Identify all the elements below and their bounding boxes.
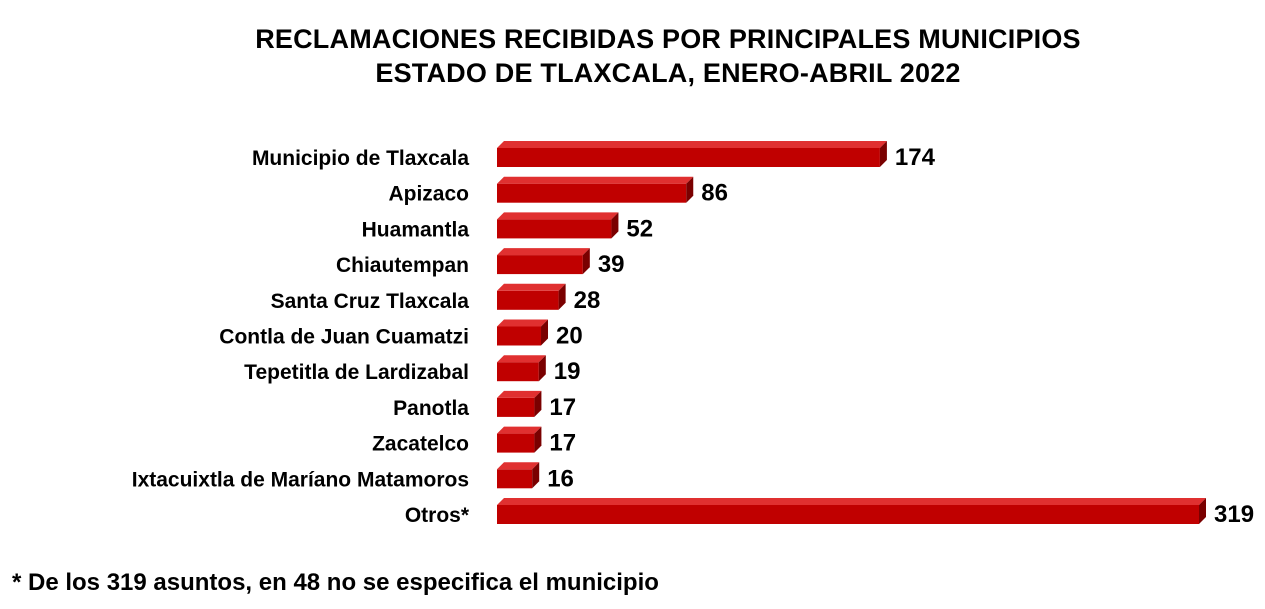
category-label: Apizaco: [388, 183, 469, 206]
value-label: 17: [549, 430, 576, 457]
bar-top: [497, 390, 542, 398]
bar-front: [497, 219, 612, 239]
bar-side: [538, 355, 546, 382]
chart-title-block: RECLAMACIONES RECIBIDAS POR PRINCIPALES …: [0, 22, 1265, 90]
bar-side: [879, 141, 887, 167]
bar-front: [497, 326, 542, 346]
bar-front: [497, 433, 535, 453]
category-label: Municipio de Tlaxcala: [252, 147, 469, 170]
chart-subtitle: ESTADO DE TLAXCALA, ENERO-ABRIL 2022: [375, 58, 961, 88]
category-label: Huamantla: [362, 218, 470, 241]
bar-front: [497, 469, 533, 489]
value-label: 17: [549, 394, 576, 421]
category-label: Tepetitla de Lardizabal: [244, 361, 469, 384]
value-label: 86: [701, 180, 728, 207]
category-label: Otros*: [405, 504, 470, 527]
bar-side: [541, 319, 549, 346]
bar-front: [497, 362, 539, 382]
category-label: Ixtacuixtla de Maríano Matamoros: [132, 468, 469, 491]
value-label: 52: [626, 215, 653, 242]
bar-front: [497, 255, 583, 275]
bar-side: [1199, 498, 1206, 524]
bar-side: [611, 212, 619, 239]
bar-top: [497, 319, 549, 327]
bar-side: [532, 462, 540, 489]
bar-top: [497, 248, 590, 256]
category-label: Zacatelco: [372, 433, 469, 456]
bar-side: [686, 176, 694, 203]
bar-top: [497, 141, 887, 148]
bar-side: [558, 283, 566, 310]
value-label: 16: [547, 465, 574, 492]
bar-top: [497, 355, 546, 363]
value-label: 20: [556, 323, 583, 350]
bar-front: [497, 505, 1199, 524]
category-label: Panotla: [393, 397, 469, 420]
footnote: * De los 319 asuntos, en 48 no se especi…: [12, 569, 659, 596]
bar-side: [534, 390, 542, 417]
value-label: 319: [1214, 501, 1254, 528]
category-label: Santa Cruz Tlaxcala: [271, 290, 470, 313]
bar-front: [497, 183, 687, 203]
bar-top: [497, 426, 542, 434]
category-label: Chiautempan: [336, 254, 469, 277]
value-label: 28: [574, 287, 601, 314]
bar-front: [497, 397, 535, 417]
bar-side: [534, 426, 542, 453]
bar-top: [497, 212, 619, 220]
value-label: 174: [895, 144, 936, 171]
chart-title: RECLAMACIONES RECIBIDAS POR PRINCIPALES …: [255, 24, 1081, 54]
bar-side: [582, 248, 590, 275]
value-label: 39: [598, 251, 625, 278]
bar-front: [497, 148, 880, 167]
bar-front: [497, 290, 559, 310]
bar-top: [497, 283, 566, 291]
category-label: Contla de Juan Cuamatzi: [219, 326, 469, 349]
value-label: 19: [554, 358, 581, 385]
bar-top: [497, 462, 540, 470]
bar-top: [497, 498, 1206, 505]
bar-top: [497, 176, 694, 184]
